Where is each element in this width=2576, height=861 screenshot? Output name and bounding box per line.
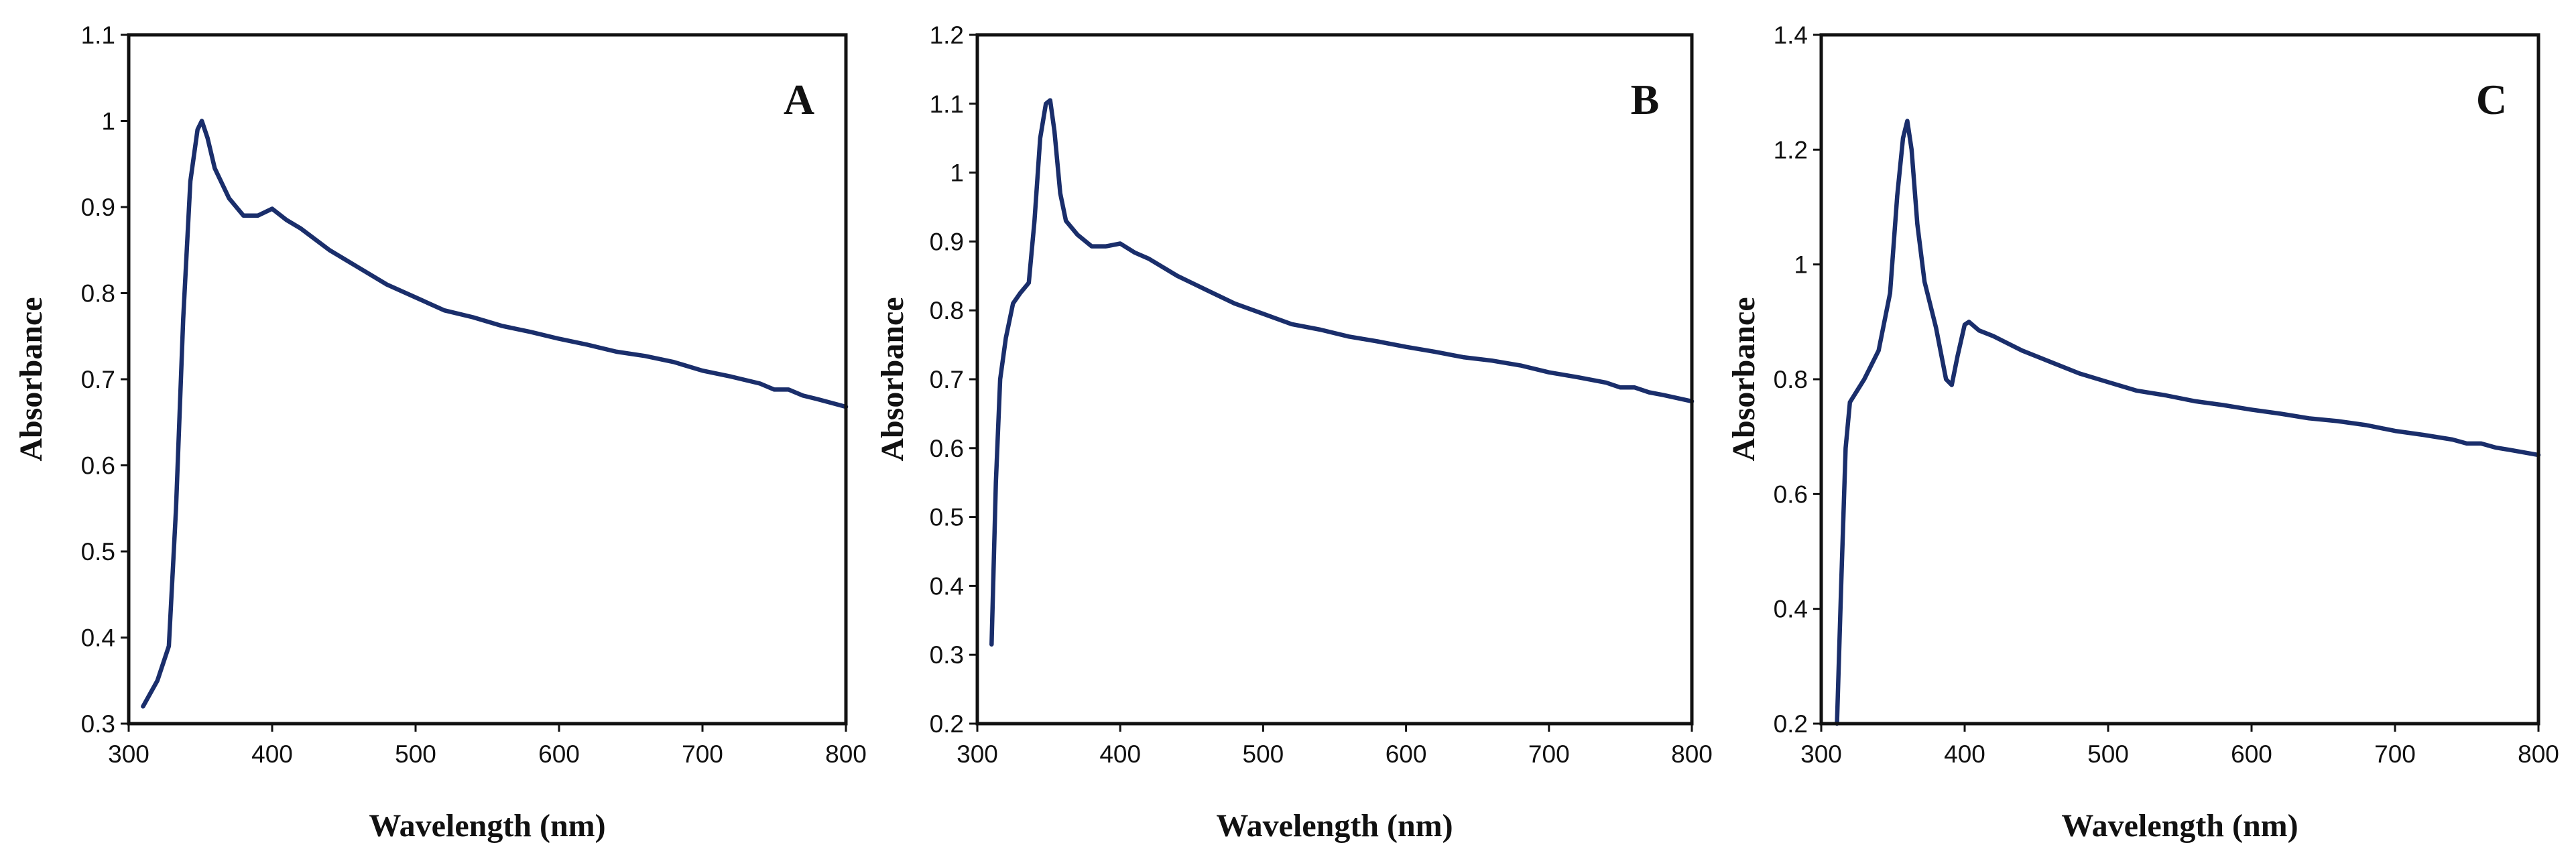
panel-label: A [784, 76, 814, 123]
y-tick-label: 0.3 [81, 710, 115, 738]
y-tick-label: 1 [950, 159, 964, 187]
y-tick-label: 0.8 [930, 297, 964, 324]
y-axis-title: Absorbance [875, 297, 910, 461]
y-tick-label: 1.1 [930, 90, 964, 118]
y-tick-label: 1.2 [930, 21, 964, 49]
chart-panel-a: 300 400 500 600 700 800 0.3 0.4 0.5 0.6 0.7 0.8 0.9 1… [13, 21, 867, 844]
y-axis-title: Absorbance [13, 297, 49, 461]
y-tick-label: 0.2 [1774, 710, 1808, 738]
x-tick-label: 500 [1243, 740, 1284, 768]
x-tick-label: 600 [2231, 740, 2272, 768]
x-tick-label: 500 [2087, 740, 2129, 768]
x-tick-label: 800 [2518, 740, 2559, 768]
x-tick-label: 400 [1099, 740, 1141, 768]
y-tick-label: 0.4 [1774, 596, 1808, 623]
plot-frame [1819, 33, 2540, 726]
y-tick-label: 0.6 [930, 435, 964, 462]
series-line-b [989, 98, 1695, 647]
x-tick-label: 700 [682, 740, 723, 768]
y-tick-label: 0.4 [930, 572, 964, 600]
x-axis-title: Wavelength (nm) [369, 808, 605, 844]
x-tick-label: 300 [1800, 740, 1842, 768]
x-tick-label: 800 [825, 740, 867, 768]
x-tick-label: 500 [395, 740, 436, 768]
y-tick-label: 1.1 [81, 21, 115, 49]
y-tick-label: 1 [101, 108, 115, 135]
chart-panel-c: 300 400 500 600 700 800 0.2 0.4 0.6 0.8 1 1.2 1.4 Wav… [1726, 21, 2559, 844]
x-tick-label: 400 [1944, 740, 1985, 768]
y-tick-label: 0.3 [930, 641, 964, 669]
y-axis-title: Absorbance [1726, 297, 1762, 461]
x-tick-label: 700 [2374, 740, 2416, 768]
y-tick-label: 0.2 [930, 710, 964, 738]
y-tick-label: 0.7 [81, 366, 115, 393]
y-tick-label: 0.9 [81, 194, 115, 221]
chart-panel-b: 300 400 500 600 700 800 0.2 0.3 0.4 0.5 0.6 0.7 0.8 0… [875, 21, 1713, 844]
panel-label: C [2476, 76, 2507, 123]
y-tick-label: 0.6 [81, 452, 115, 480]
x-tick-label: 400 [251, 740, 293, 768]
series-line-a [141, 119, 849, 709]
y-tick-label: 0.9 [930, 228, 964, 255]
series-line-c [1835, 119, 2541, 726]
x-tick-label: 300 [108, 740, 149, 768]
y-tick-label: 0.7 [930, 366, 964, 393]
y-tick-label: 0.8 [1774, 366, 1808, 393]
x-tick-label: 600 [538, 740, 580, 768]
x-tick-label: 300 [957, 740, 998, 768]
x-tick-label: 800 [1671, 740, 1713, 768]
x-tick-label: 700 [1528, 740, 1570, 768]
y-tick-label: 0.5 [930, 504, 964, 531]
y-tick-label: 1.2 [1774, 136, 1808, 163]
panel-label: B [1631, 76, 1660, 123]
y-tick-label: 0.5 [81, 538, 115, 566]
y-tick-label: 0.8 [81, 280, 115, 308]
x-axis-title: Wavelength (nm) [2061, 808, 2298, 844]
x-axis-title: Wavelength (nm) [1216, 808, 1453, 844]
y-tick-label: 1 [1794, 251, 1808, 279]
y-tick-label: 0.4 [81, 624, 115, 652]
y-tick-label: 0.6 [1774, 480, 1808, 508]
y-tick-label: 1.4 [1774, 21, 1808, 49]
x-tick-label: 600 [1386, 740, 1427, 768]
